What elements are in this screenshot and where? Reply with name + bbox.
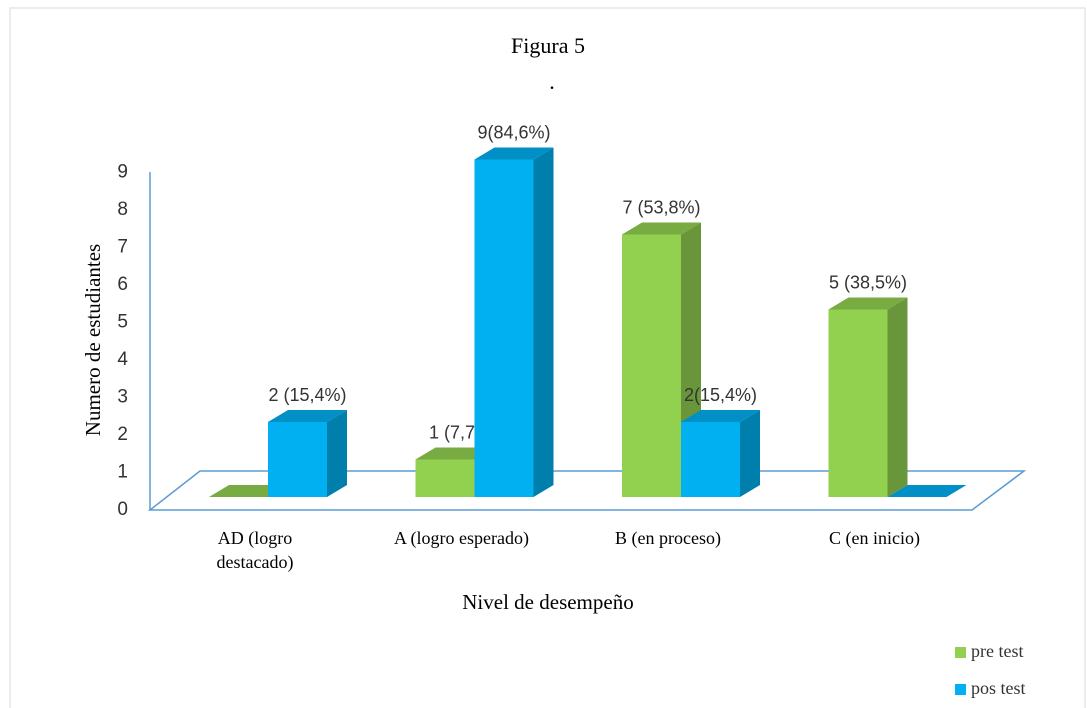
- chart-border: [9, 7, 1086, 708]
- bar-side: [533, 147, 554, 497]
- data-label: 2(15,4%): [684, 385, 757, 405]
- bar-front: [268, 422, 327, 497]
- bar-top: [828, 297, 908, 310]
- bar-side: [740, 410, 760, 497]
- y-tick-label: 4: [117, 349, 128, 370]
- bar-front: [474, 159, 534, 497]
- y-tick-label: 9: [117, 162, 128, 183]
- y-tick-label: 2: [117, 424, 128, 445]
- y-tick-label: 6: [117, 274, 128, 295]
- chart-subtitle: .: [549, 69, 555, 94]
- chart-title: Figura 5: [511, 33, 585, 58]
- bar-side: [887, 297, 908, 497]
- y-tick-label: 7: [117, 237, 128, 258]
- data-label: 9(84,6%): [477, 122, 550, 142]
- data-label: 2 (15,4%): [268, 385, 346, 405]
- bar-front: [681, 422, 740, 497]
- bar: [681, 410, 760, 497]
- x-tick-label: A (logro esperado): [394, 528, 529, 548]
- bar: [474, 147, 554, 497]
- legend-label: pre test: [971, 641, 1023, 661]
- y-tick-label: 5: [117, 312, 128, 333]
- data-label: 5 (38,5%): [829, 272, 907, 292]
- x-tick-label: B (en proceso): [615, 528, 721, 548]
- bar: [887, 485, 967, 497]
- legend-swatch: [955, 647, 966, 658]
- floor: [147, 470, 1027, 511]
- legend-swatch: [955, 684, 966, 695]
- y-tick-label: 0: [117, 499, 128, 520]
- bar-front: [828, 309, 888, 497]
- legend-label: pos test: [971, 678, 1026, 698]
- y-axis-label: Numero de estudiantes: [81, 244, 105, 436]
- bar: [622, 222, 701, 497]
- y-tick-label: 8: [117, 199, 128, 220]
- x-axis-label: Nivel de desempeño: [462, 590, 633, 614]
- bar: [828, 297, 908, 497]
- bar-top: [681, 410, 760, 422]
- x-tick-label: C (en inicio): [829, 528, 920, 548]
- data-label: 1 (7,7): [429, 422, 481, 442]
- x-tick-label: AD (logro destacado): [216, 528, 294, 572]
- bar-side: [327, 410, 347, 497]
- bar-front: [622, 234, 681, 497]
- bar: [268, 410, 347, 497]
- data-label: 7 (53,8%): [622, 197, 700, 217]
- bar-top: [887, 485, 967, 497]
- bar-front: [415, 459, 475, 497]
- bar-top: [474, 147, 554, 160]
- bar-top: [268, 410, 347, 422]
- y-tick-label: 3: [117, 387, 128, 408]
- bar-top: [622, 222, 701, 235]
- y-tick-label: 1: [117, 462, 128, 483]
